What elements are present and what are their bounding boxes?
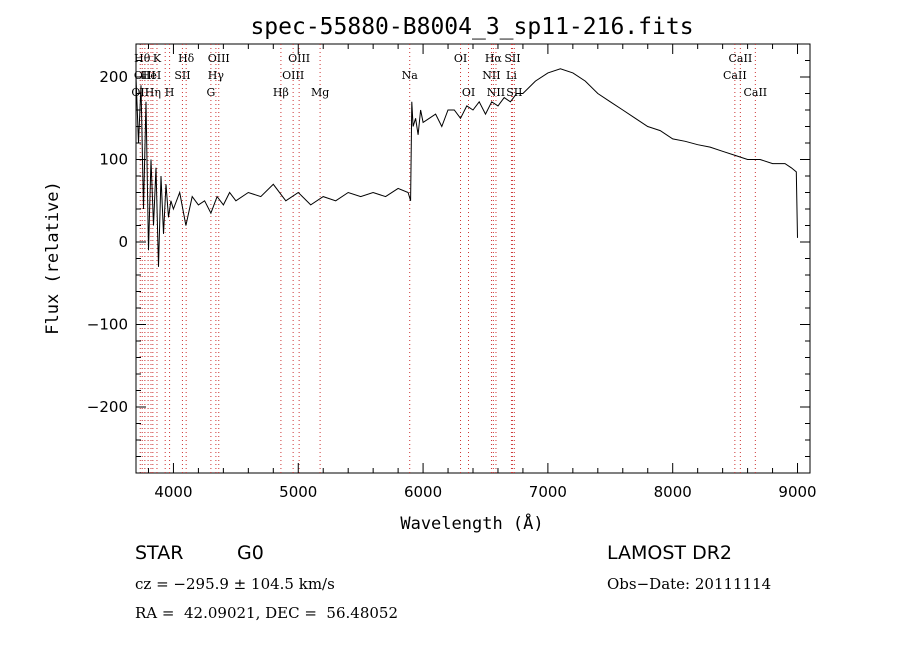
x-tick-label: 9000 [778,483,816,501]
spectral-line-label: Hα [485,52,503,65]
spectral-line-markers [139,44,756,473]
spectral-line-label: NII [487,86,505,99]
spectral-line-label: OIII [288,52,310,65]
spectral-line-label: NII [482,69,500,82]
redshift-velocity: cz = −295.9 ± 104.5 km/s [135,575,335,593]
spectral-line-label: OIII [282,69,304,82]
spectral-line-label: SII [504,52,520,65]
spectral-line-label: Hη [145,86,161,99]
spectral-line-label: Mg [311,86,329,99]
spectral-line-label: G [206,86,215,99]
spectral-line-label: OIII [208,52,230,65]
spectral-line-label: Hθ [134,52,151,65]
x-axis-label: Wavelength (Å) [400,512,543,534]
spectral-line-label: CaII [729,52,753,65]
y-tick-label: −200 [87,398,128,416]
y-tick-label: 100 [99,151,128,169]
x-axis: 4000 5000 6000 7000 8000 9000 [147,44,817,501]
y-tick-label: 200 [99,68,128,86]
spectral-line-label: OI [454,52,467,65]
spectral-line-label: K [153,52,162,65]
x-tick-label: 4000 [154,483,192,501]
spectral-line-label: CaII [723,69,747,82]
spectral-line-label: H [165,86,175,99]
chart-title: spec-55880-B8004_3_sp11-216.fits [250,14,693,40]
object-subclass: G0 [237,542,264,564]
plot-frame [135,43,811,474]
spectral-line-label: Hβ [273,86,289,99]
spectrum-series-line [135,68,798,267]
spectral-line-labels: OIIHθOIIIHeIHηKHSIIHδGHγOIIIHβOIIIOIIIMg… [131,52,767,99]
spectral-line-label: Na [402,69,419,82]
x-tick-label: 8000 [654,483,692,501]
y-axis-label: Flux (relative) [43,181,63,335]
spectral-line-label: OIII [134,69,156,82]
spectral-line-label: Hδ [178,52,195,65]
spectral-line-label: OI [462,86,475,99]
spectral-line-label: Li [506,69,517,82]
x-tick-label: 7000 [529,483,567,501]
spectral-line-label: SII [506,86,522,99]
spectral-line-label: HeI [141,69,161,82]
survey-name: LAMOST DR2 [607,542,732,564]
y-axis: −200 −100 0 100 200 [87,43,810,474]
observation-date: Obs−Date: 20111114 [607,575,772,593]
y-tick-label: −100 [87,316,128,334]
spectral-line-label: SII [174,69,190,82]
ra-dec-coordinates: RA = 42.09021, DEC = 56.48052 [135,604,399,622]
spectral-line-label: CaII [743,86,767,99]
spectral-line-label: Hγ [208,69,225,82]
x-tick-label: 6000 [404,483,442,501]
x-tick-label: 5000 [279,483,317,501]
object-type: STAR [135,542,184,564]
y-tick-label: 0 [118,233,128,251]
